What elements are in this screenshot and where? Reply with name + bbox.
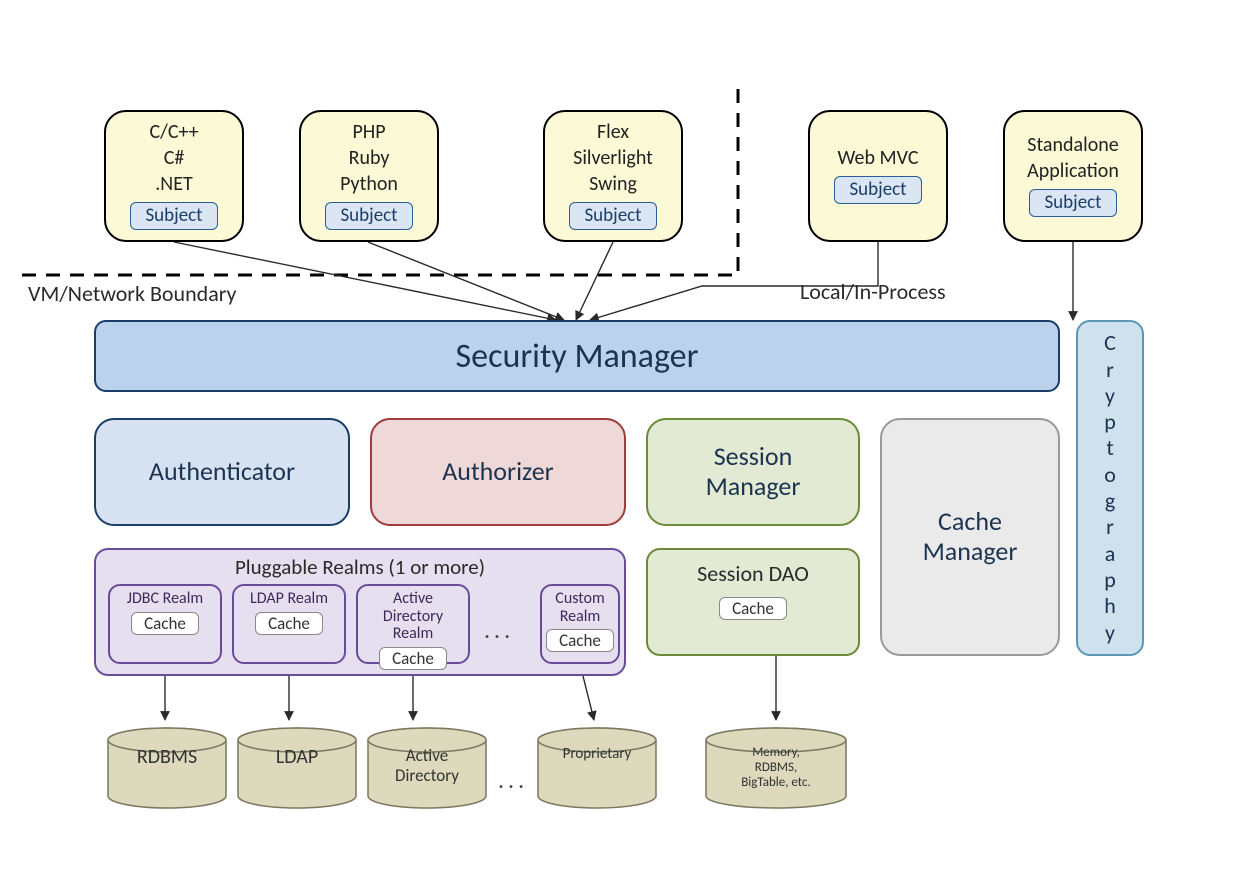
realm-cache: Cache (255, 612, 323, 635)
authorizer-title: Authorizer (442, 457, 554, 487)
client-webmvc: Web MVC Subject (808, 110, 948, 242)
crypto-letter: t (1106, 437, 1113, 459)
label-local: Local/In-Process (800, 278, 946, 305)
client-line: C# (164, 146, 185, 170)
cache-manager: Cache Manager (880, 418, 1060, 656)
realm-cache: Cache (379, 647, 447, 670)
client-line: Flex (597, 120, 629, 144)
client-line: Python (340, 172, 398, 196)
realm-title: JDBC Realm (127, 590, 203, 608)
arrow-client-2 (576, 242, 613, 320)
label-vm-boundary: VM/Network Boundary (28, 280, 236, 307)
crypto-letter: g (1105, 490, 1115, 512)
crypto-letter: p (1104, 569, 1116, 591)
realm-custom: Custom Realm Cache (540, 584, 620, 664)
client-line: C/C++ (149, 120, 198, 144)
session-manager-title: Session Manager (706, 442, 801, 502)
crypto-letter: y (1105, 622, 1115, 644)
session-manager: Session Manager (646, 418, 860, 526)
cylinder-label-rdbms: RDBMS (108, 746, 226, 769)
authenticator-title: Authenticator (149, 457, 295, 487)
crypto-letter: p (1104, 411, 1116, 433)
subject-badge: Subject (130, 202, 217, 230)
client-lines: PHPRubyPython (336, 114, 402, 198)
crypto-letter: h (1104, 595, 1116, 617)
subject-badge: Subject (834, 176, 921, 204)
client-c-cpp: C/C++C#.NET Subject (104, 110, 244, 242)
crypto-letter: C (1104, 332, 1116, 354)
cryptography: Cryptography (1076, 320, 1144, 656)
realm-jdbc: JDBC Realm Cache (108, 584, 222, 664)
session-dao-title: Session DAO (697, 560, 809, 587)
crypto-letter: r (1106, 359, 1114, 381)
client-line: Web MVC (838, 146, 919, 170)
client-line: Application (1027, 159, 1119, 183)
client-line: Ruby (349, 146, 390, 170)
cylinder-label-mem: Memory, RDBMS, BigTable, etc. (706, 746, 846, 791)
realm-title: Custom Realm (555, 590, 604, 625)
realm-cache: Cache (131, 612, 199, 635)
realm-title: Active Directory Realm (362, 590, 464, 643)
crypto-letter: o (1104, 464, 1116, 486)
client-line: .NET (155, 172, 192, 196)
realm-cache: Cache (546, 629, 614, 652)
crypto-letter: y (1105, 385, 1115, 407)
cylinder-label-ldap: LDAP (238, 746, 356, 769)
client-lines: Web MVC (834, 140, 923, 172)
security-manager: Security Manager (94, 320, 1060, 392)
arrow-client-1 (368, 242, 564, 320)
client-standalone: StandaloneApplication Subject (1003, 110, 1143, 242)
diagram-canvas: C/C++C#.NETSubjectPHPRubyPythonSubjectFl… (0, 0, 1238, 896)
cache-manager-title: Cache Manager (923, 507, 1018, 567)
client-lines: StandaloneApplication (1023, 127, 1123, 185)
cylinders-ellipsis: ... (498, 766, 528, 795)
subject-badge: Subject (1029, 189, 1116, 217)
realm-ad: Active Directory RealmCache (356, 584, 470, 664)
pluggable-realms-title: Pluggable Realms (1 or more) (235, 554, 485, 580)
realm-ldap: LDAP Realm Cache (232, 584, 346, 664)
realms-ellipsis: ... (484, 616, 514, 645)
client-php: PHPRubyPython Subject (299, 110, 439, 242)
cylinder-prop (538, 728, 656, 808)
session-dao-cache: Cache (719, 597, 787, 620)
client-lines: FlexSilverlightSwing (569, 114, 657, 198)
client-line: Silverlight (573, 146, 653, 170)
client-line: Standalone (1027, 133, 1118, 157)
client-lines: C/C++C#.NET (145, 114, 202, 198)
subject-badge: Subject (325, 202, 412, 230)
security-manager-title: Security Manager (456, 336, 699, 377)
crypto-letter: a (1105, 543, 1116, 565)
client-line: Swing (589, 172, 637, 196)
client-flex: FlexSilverlightSwing Subject (543, 110, 683, 242)
cylinder-label-ad: Active Directory (368, 746, 486, 785)
subject-badge: Subject (569, 202, 656, 230)
authorizer: Authorizer (370, 418, 626, 526)
session-dao: Session DAO Cache (646, 548, 860, 656)
cylinder-label-prop: Proprietary (538, 746, 656, 763)
realm-title: LDAP Realm (250, 590, 328, 608)
authenticator: Authenticator (94, 418, 350, 526)
client-line: PHP (352, 120, 385, 144)
crypto-letter: r (1106, 516, 1114, 538)
